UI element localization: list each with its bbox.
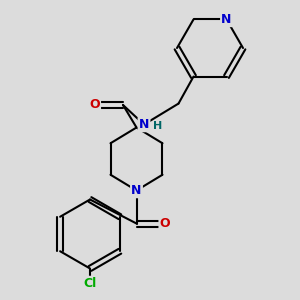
Text: O: O [160,217,170,230]
Text: H: H [153,121,162,131]
Text: Cl: Cl [83,277,97,290]
Text: O: O [89,98,100,112]
Text: N: N [139,118,149,131]
Text: N: N [221,13,232,26]
Text: N: N [131,184,142,197]
